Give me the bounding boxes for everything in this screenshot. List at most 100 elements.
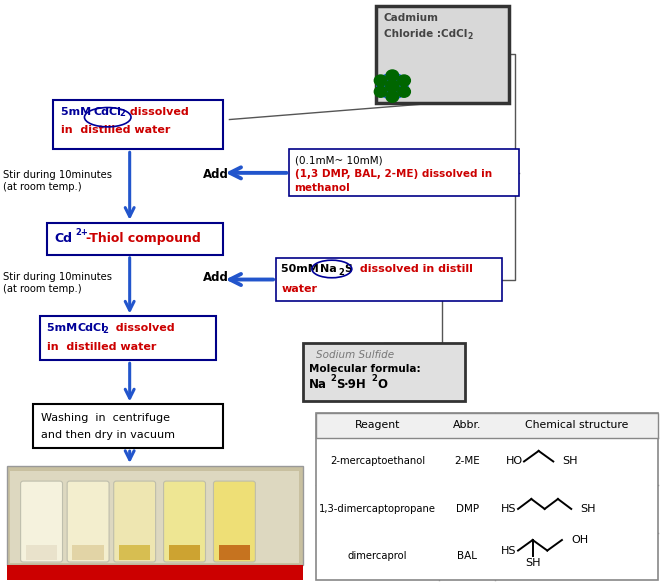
Text: dimercaprol: dimercaprol <box>348 551 407 561</box>
Text: HO: HO <box>505 456 523 466</box>
Circle shape <box>386 91 399 102</box>
Bar <box>7 466 303 565</box>
Text: OH: OH <box>571 535 589 545</box>
Bar <box>316 413 658 438</box>
Circle shape <box>388 77 396 84</box>
Text: 2-ME: 2-ME <box>454 456 480 466</box>
Text: 2+: 2+ <box>76 228 88 237</box>
Bar <box>316 413 658 580</box>
Text: 5mM: 5mM <box>47 323 84 333</box>
Text: HS: HS <box>501 546 516 556</box>
Text: Chemical structure: Chemical structure <box>525 420 628 431</box>
Bar <box>47 223 223 255</box>
Bar <box>33 404 223 448</box>
Text: water: water <box>281 284 317 294</box>
Text: Add: Add <box>203 168 229 181</box>
Text: 2: 2 <box>338 268 344 277</box>
Text: Na: Na <box>320 264 336 274</box>
Circle shape <box>386 81 399 92</box>
Text: 5mM: 5mM <box>61 107 95 117</box>
Text: S: S <box>344 264 352 274</box>
Bar <box>10 471 299 563</box>
Bar <box>276 258 502 301</box>
Circle shape <box>382 86 390 93</box>
Text: Stir during 10minutes
(at room temp.): Stir during 10minutes (at room temp.) <box>3 272 112 294</box>
Text: Nanoparticles yellowish  solution: Nanoparticles yellowish solution <box>43 568 243 578</box>
Circle shape <box>398 75 410 86</box>
Text: -Thiol compound: -Thiol compound <box>86 232 201 246</box>
Bar <box>40 316 216 360</box>
Circle shape <box>394 80 402 87</box>
Text: 2: 2 <box>372 374 378 383</box>
Bar <box>289 149 519 196</box>
Text: BAL: BAL <box>457 551 477 561</box>
Bar <box>119 545 150 560</box>
Text: Add: Add <box>203 271 229 284</box>
Text: CdCl: CdCl <box>77 323 105 333</box>
Text: CdS: CdS <box>13 568 36 578</box>
Circle shape <box>400 83 408 90</box>
Text: dissolved in distill: dissolved in distill <box>356 264 473 274</box>
Circle shape <box>382 80 390 87</box>
Text: 2-mercaptoethanol: 2-mercaptoethanol <box>330 456 425 466</box>
Text: 50mM: 50mM <box>281 264 323 274</box>
Circle shape <box>386 80 399 91</box>
Text: Washing  in  centrifuge: Washing in centrifuge <box>41 413 170 423</box>
Circle shape <box>394 91 402 98</box>
Text: methanol: methanol <box>295 183 350 193</box>
Text: S: S <box>336 378 344 391</box>
FancyBboxPatch shape <box>21 481 63 562</box>
Text: in  distilled water: in distilled water <box>61 125 170 135</box>
Text: 2: 2 <box>102 326 108 335</box>
Text: 2: 2 <box>331 374 336 383</box>
Text: 1,3-dimercaptopropane: 1,3-dimercaptopropane <box>319 504 436 514</box>
Circle shape <box>394 74 402 81</box>
Circle shape <box>382 91 390 98</box>
Bar <box>26 545 57 560</box>
Text: HS: HS <box>501 504 516 514</box>
Circle shape <box>386 80 399 91</box>
Text: Chloride :CdCl: Chloride :CdCl <box>384 29 467 39</box>
Text: Stir during 10minutes
(at room temp.): Stir during 10minutes (at room temp.) <box>3 170 112 192</box>
Text: ·9H: ·9H <box>344 378 366 391</box>
Bar <box>376 6 509 103</box>
Text: (0.1mM~ 10mM): (0.1mM~ 10mM) <box>295 155 382 165</box>
Circle shape <box>388 87 396 95</box>
Bar <box>53 100 223 149</box>
Text: DMP: DMP <box>456 504 479 514</box>
Text: 2: 2 <box>120 109 126 118</box>
Circle shape <box>374 86 387 97</box>
Bar <box>72 545 104 560</box>
Text: SH: SH <box>525 558 541 568</box>
FancyBboxPatch shape <box>213 481 255 562</box>
Circle shape <box>374 75 387 86</box>
Text: Reagent: Reagent <box>354 420 400 431</box>
Circle shape <box>394 86 402 93</box>
Text: 2: 2 <box>467 32 473 40</box>
Text: dissolved: dissolved <box>126 107 188 117</box>
Text: CdCl: CdCl <box>93 107 121 117</box>
Circle shape <box>386 70 399 81</box>
Text: SH: SH <box>580 504 595 514</box>
Text: (1,3 DMP, BAL, 2-ME) dissolved in: (1,3 DMP, BAL, 2-ME) dissolved in <box>295 169 491 179</box>
Text: in  distilled water: in distilled water <box>47 342 156 352</box>
Text: and then dry in vacuum: and then dry in vacuum <box>41 430 176 440</box>
Circle shape <box>398 86 410 97</box>
Text: Cd: Cd <box>55 232 72 246</box>
Bar <box>219 545 250 560</box>
Text: Na: Na <box>309 378 327 391</box>
FancyBboxPatch shape <box>114 481 156 562</box>
Circle shape <box>382 74 390 81</box>
Bar <box>169 545 200 560</box>
Text: Molecular formula:: Molecular formula: <box>309 364 421 374</box>
FancyBboxPatch shape <box>164 481 205 562</box>
Text: Cadmium: Cadmium <box>384 13 439 23</box>
Bar <box>303 343 465 401</box>
Text: dissolved: dissolved <box>108 323 175 333</box>
Circle shape <box>376 83 384 90</box>
FancyBboxPatch shape <box>67 481 109 562</box>
Text: Sodium Sulfide: Sodium Sulfide <box>316 350 394 360</box>
Text: O: O <box>377 378 387 391</box>
Text: SH: SH <box>563 456 578 466</box>
Text: Abbr.: Abbr. <box>453 420 481 431</box>
